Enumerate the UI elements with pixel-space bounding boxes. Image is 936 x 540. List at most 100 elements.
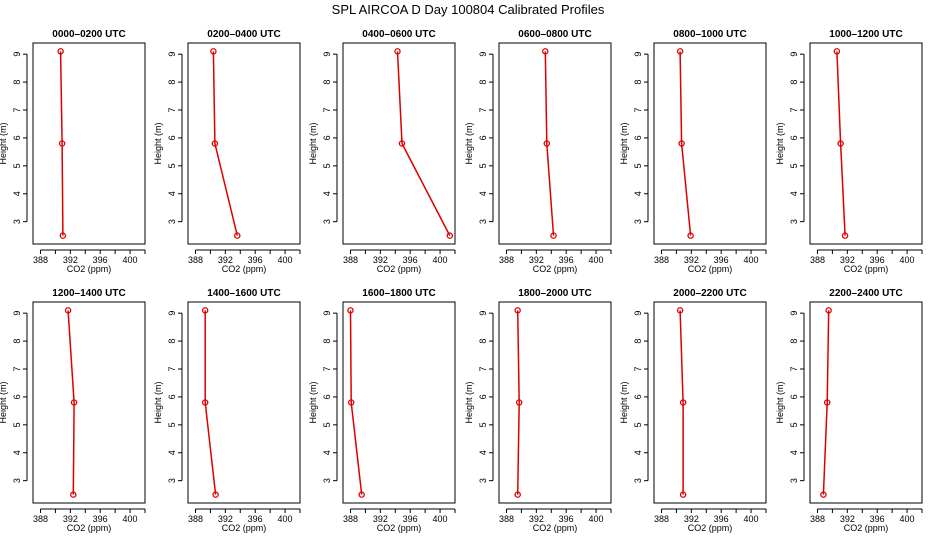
x-tick-label: 392 (529, 514, 544, 524)
x-tick-label: 396 (870, 255, 885, 265)
y-axis: 3 4 5 6 7 8 9 Height (m) (308, 52, 338, 224)
profile-line (544, 51, 555, 236)
data-point (820, 491, 827, 498)
data-point (837, 140, 844, 147)
panel-title: 0600–0800 UTC (518, 29, 591, 40)
panel-title: 1400–1600 UTC (207, 288, 280, 299)
y-tick-label: 6 (478, 135, 488, 140)
x-tick-label: 396 (714, 255, 729, 265)
y-axis: 3 4 5 6 7 8 9 Height (m) (619, 311, 649, 483)
y-axis-label: Height (m) (153, 122, 163, 164)
y-axis: 3 4 5 6 7 8 9 Height (m) (153, 311, 183, 483)
panel-title: 0200–0400 UTC (207, 29, 280, 40)
y-axis: 3 4 5 6 7 8 9 Height (m) (464, 52, 494, 224)
y-axis: 3 4 5 6 7 8 9 Height (m) (464, 311, 494, 483)
data-point (825, 307, 832, 314)
plot-frame (809, 301, 923, 504)
y-tick-label: 5 (322, 163, 332, 168)
y-tick-label: 3 (12, 219, 22, 224)
x-tick-label: 396 (248, 514, 263, 524)
plot-frame (187, 42, 301, 245)
x-axis: 388 392 396 400 CO2 (ppm) (188, 249, 301, 274)
x-tick-label: 392 (684, 514, 699, 524)
x-tick-label: 388 (33, 514, 48, 524)
panel-8: 1400–1600 UTC 388 392 396 400 CO2 (ppm) 3 4 5 6 7 8… (153, 288, 301, 533)
y-tick-label: 4 (478, 191, 488, 196)
x-tick-label: 392 (218, 514, 233, 524)
x-tick-label: 388 (499, 514, 514, 524)
x-axis-label: CO2 (ppm) (688, 264, 733, 274)
x-axis: 388 392 396 400 CO2 (ppm) (33, 508, 146, 533)
data-point (446, 232, 454, 239)
x-tick-label: 388 (343, 255, 358, 265)
x-tick-label: 392 (529, 255, 544, 265)
profile-line (349, 310, 363, 495)
data-point (676, 48, 684, 55)
y-tick-label: 9 (633, 311, 643, 316)
y-tick-label: 7 (633, 107, 643, 112)
x-tick-label: 392 (840, 255, 855, 265)
y-tick-label: 4 (12, 191, 22, 196)
x-tick-label: 392 (63, 255, 78, 265)
data-point (58, 140, 66, 147)
y-tick-label: 4 (478, 450, 488, 455)
y-axis: 3 4 5 6 7 8 9 Height (m) (0, 52, 28, 224)
data-point (398, 140, 406, 147)
y-tick-label: 4 (633, 450, 643, 455)
panel-7: 1200–1400 UTC 388 392 396 400 CO2 (ppm) 3 4 5 6 7 8… (0, 288, 146, 533)
panel-title: 1000–1200 UTC (829, 29, 902, 40)
data-point (358, 491, 365, 498)
x-tick-label: 388 (188, 514, 203, 524)
y-tick-label: 4 (12, 450, 22, 455)
profile-line (822, 310, 830, 495)
y-tick-label: 8 (12, 339, 22, 344)
data-point (687, 232, 694, 239)
data-point (210, 48, 217, 55)
panel-9: 1600–1800 UTC 388 392 396 400 CO2 (ppm) 3 4 5 6 7 8… (308, 288, 456, 533)
x-axis: 388 392 396 400 CO2 (ppm) (33, 249, 146, 274)
y-tick-label: 7 (167, 107, 177, 112)
x-tick-label: 396 (559, 514, 574, 524)
y-tick-label: 3 (633, 478, 643, 483)
y-axis-label: Height (m) (775, 381, 785, 423)
x-axis-label: CO2 (ppm) (844, 523, 889, 533)
x-tick-label: 400 (900, 255, 915, 265)
y-tick-label: 5 (633, 422, 643, 427)
y-tick-label: 5 (167, 163, 177, 168)
panel-title: 1600–1800 UTC (362, 288, 435, 299)
y-tick-label: 3 (322, 219, 332, 224)
y-tick-label: 7 (478, 107, 488, 112)
panel-2: 0200–0400 UTC 388 392 396 400 CO2 (ppm) 3 4 5 6 7 8… (153, 29, 301, 274)
panel-title: 2200–2400 UTC (829, 288, 902, 299)
profile-line (204, 310, 217, 495)
y-tick-label: 4 (167, 191, 177, 196)
plot-frame (32, 301, 146, 504)
x-axis: 388 392 396 400 CO2 (ppm) (654, 508, 767, 533)
y-axis-label: Height (m) (464, 381, 474, 423)
y-tick-label: 6 (789, 394, 799, 399)
plot-frame (653, 301, 767, 504)
data-point (57, 48, 64, 55)
y-tick-label: 5 (633, 163, 643, 168)
data-point (212, 491, 219, 498)
y-tick-label: 3 (478, 478, 488, 483)
panel-title: 0000–0200 UTC (52, 29, 125, 40)
y-tick-label: 3 (167, 478, 177, 483)
y-tick-label: 6 (322, 135, 332, 140)
data-point (679, 399, 687, 406)
y-tick-label: 8 (633, 80, 643, 85)
y-tick-label: 5 (167, 422, 177, 427)
data-point (542, 48, 549, 55)
x-tick-label: 388 (33, 255, 48, 265)
data-point (514, 307, 521, 314)
y-tick-label: 3 (322, 478, 332, 483)
x-tick-label: 400 (744, 255, 759, 265)
y-tick-label: 7 (633, 366, 643, 371)
x-tick-label: 388 (499, 255, 514, 265)
x-tick-label: 388 (343, 514, 358, 524)
x-axis: 388 392 396 400 CO2 (ppm) (810, 249, 923, 274)
y-axis: 3 4 5 6 7 8 9 Height (m) (308, 311, 338, 483)
y-tick-label: 7 (322, 107, 332, 112)
